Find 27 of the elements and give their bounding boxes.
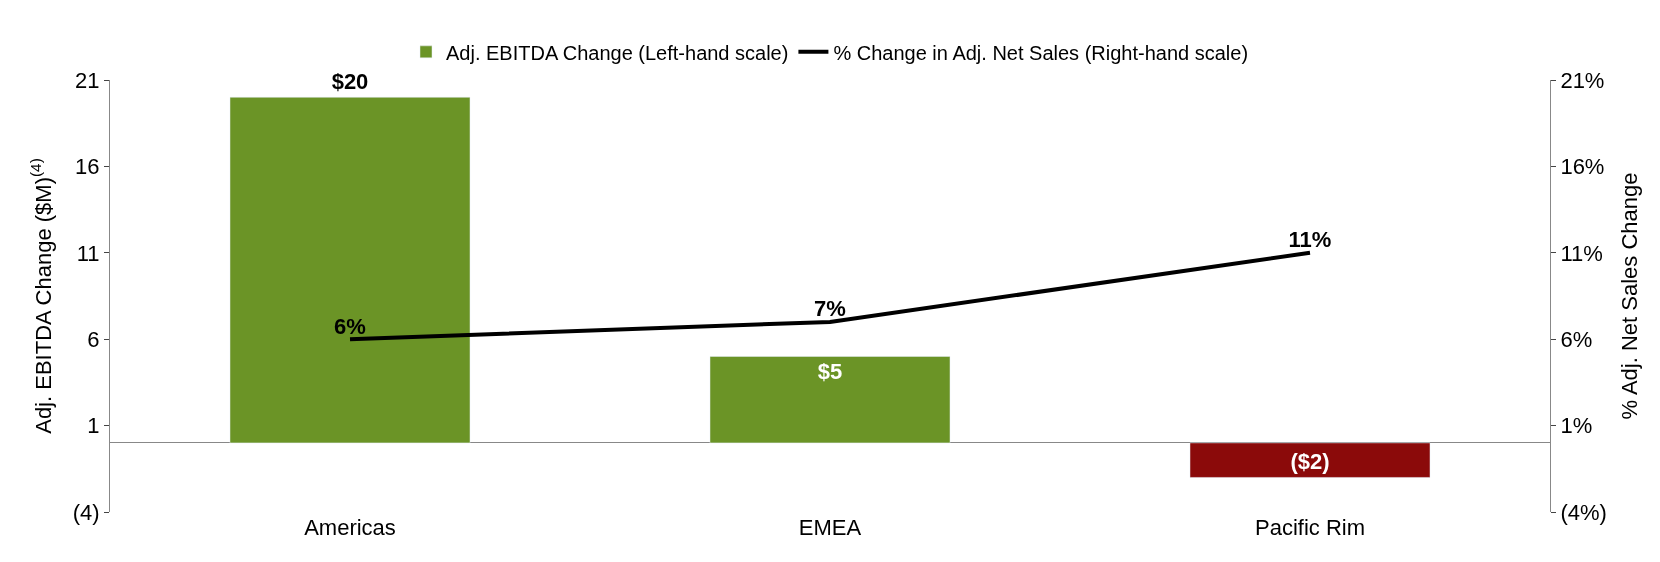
data-label: $20 [331, 69, 369, 95]
y-tick-label: 16 [75, 154, 100, 180]
bar [229, 97, 471, 444]
y2-tick-label: 1% [1560, 413, 1593, 439]
bar [1189, 442, 1431, 478]
data-label: 6% [334, 313, 366, 339]
data-label: 7% [814, 296, 846, 322]
data-label: 11% [1288, 227, 1332, 253]
y2-tick-label: (4%) [1560, 499, 1607, 525]
y2-tick-label: 21% [1560, 67, 1605, 93]
y-tick-label: 11 [76, 240, 100, 266]
data-label: $5 [817, 359, 843, 385]
x-tick-label: EMEA [798, 515, 862, 540]
y2-tick-label: 16% [1560, 154, 1605, 180]
y-tick-label: 1 [87, 413, 100, 439]
y2-axis-title: % Adj. Net Sales Change [1616, 172, 1642, 420]
y2-tick-label: 11% [1560, 240, 1603, 266]
legend-label: % Change in Adj. Net Sales (Right-hand scale) [833, 41, 1249, 64]
y-tick-label: 21 [75, 67, 100, 93]
legend-label: Adj. EBITDA Change (Left-hand scale) [446, 41, 789, 64]
x-tick-label: Pacific Rim [1254, 515, 1366, 540]
bar [709, 356, 951, 444]
y-tick-label: (4) [72, 499, 100, 525]
data-label: ($2) [1290, 449, 1330, 475]
y2-tick-label: 6% [1560, 326, 1593, 352]
x-tick-label: Americas [304, 515, 396, 540]
y-tick-label: 6 [87, 326, 100, 352]
